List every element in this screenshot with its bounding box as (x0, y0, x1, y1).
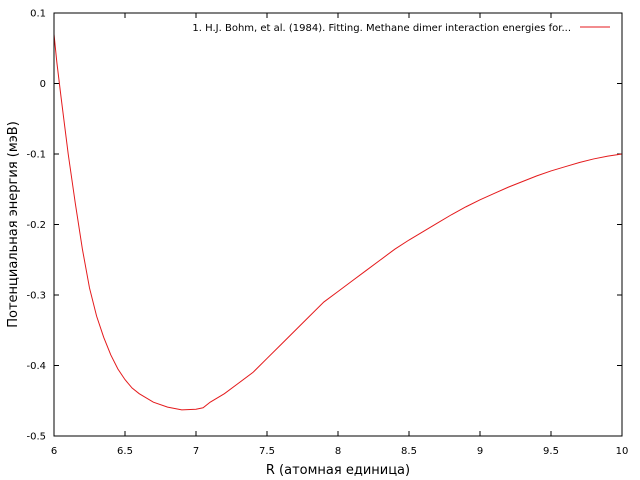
x-tick-label-2: 7 (193, 446, 199, 457)
plot-frame (53, 12, 623, 437)
y-tick-label-5: -0.4 (26, 361, 46, 372)
x-tick-label-7: 9.5 (543, 446, 559, 457)
x-tick-label-3: 7.5 (259, 446, 275, 457)
y-tick-label-6: -0.5 (26, 432, 46, 443)
y-tick-label-2: -0.1 (26, 150, 46, 161)
x-tick-label-6: 9 (477, 446, 483, 457)
series-line (53, 34, 623, 411)
x-tick-label-4: 8 (335, 446, 341, 457)
x-axis-label: R (атомная единица) (266, 463, 410, 478)
y-tick-label-0: 0.1 (30, 9, 46, 20)
y-tick-label-4: -0.3 (26, 291, 46, 302)
y-axis-ticks: 0.1 0 -0.1 -0.2 -0.3 -0.4 -0.5 (26, 9, 622, 443)
y-tick-label-3: -0.2 (26, 220, 46, 231)
legend-entry-label: 1. H.J. Bohm, et al. (1984). Fitting. Me… (192, 23, 571, 34)
y-axis-label: Потенциальная энергия (мэВ) (6, 121, 21, 328)
legend: 1. H.J. Bohm, et al. (1984). Fitting. Me… (192, 23, 610, 34)
x-tick-label-8: 10 (616, 446, 629, 457)
y-tick-label-1: 0 (40, 79, 46, 90)
x-tick-label-0: 6 (51, 446, 57, 457)
x-axis-ticks: 6 6.5 7 7.5 8 8.5 9 9.5 10 (51, 13, 629, 457)
x-tick-label-1: 6.5 (117, 446, 133, 457)
x-tick-label-5: 8.5 (401, 446, 417, 457)
